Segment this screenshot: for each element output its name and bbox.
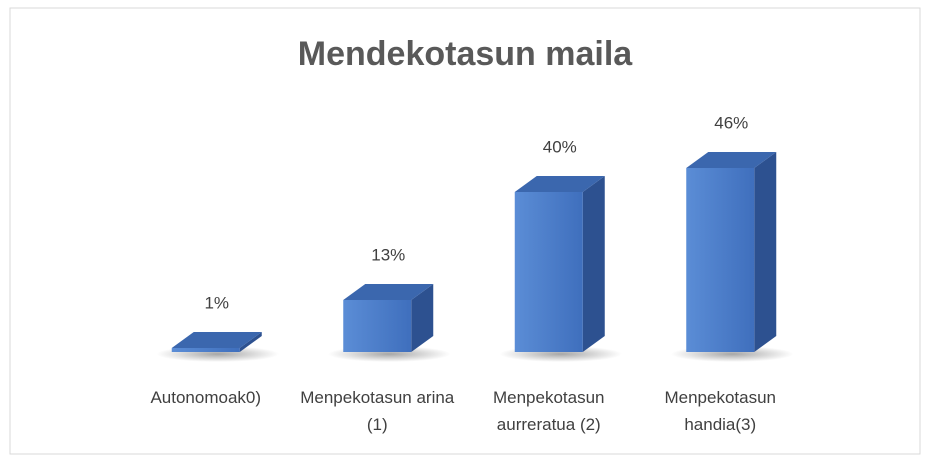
x-tick-label: Autonomoak0)	[150, 388, 262, 407]
bar-front	[686, 168, 755, 352]
bar	[171, 332, 262, 352]
bar-front	[171, 348, 240, 352]
bar-top	[171, 332, 262, 348]
bar-side	[582, 176, 605, 352]
data-label: 46%	[714, 113, 748, 132]
x-tick-label: Menpekotasun aurreratua (2)	[492, 388, 605, 434]
x-tick-label: Menpekotasun arina (1)	[300, 388, 455, 434]
chart-title: Mendekotasun maila	[298, 35, 634, 73]
bar	[514, 176, 605, 352]
data-label: 13%	[371, 245, 405, 264]
x-tick-label: Menpekotasun handia(3)	[664, 388, 777, 434]
bar-top	[686, 152, 777, 168]
bar	[343, 284, 434, 352]
bar-top	[514, 176, 605, 192]
bar-front	[343, 300, 412, 352]
data-label: 1%	[204, 293, 229, 312]
bar-side	[239, 332, 262, 352]
bar-side	[411, 284, 434, 352]
bar	[686, 152, 777, 352]
bar-top	[343, 284, 434, 300]
bar-side	[754, 152, 777, 352]
data-label: 40%	[543, 137, 577, 156]
bar-front	[514, 192, 583, 352]
